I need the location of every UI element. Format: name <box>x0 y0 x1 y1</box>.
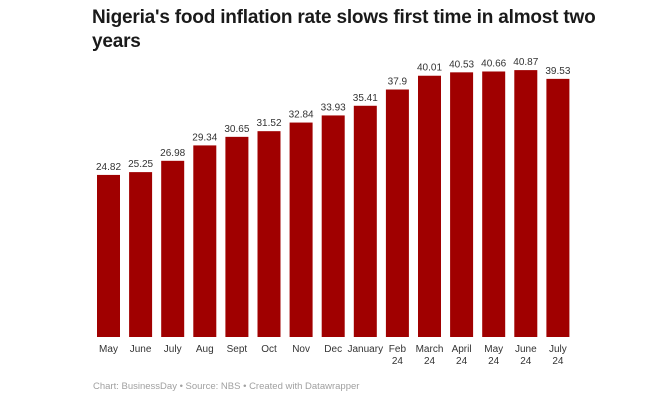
data-label: 40.01 <box>417 63 442 74</box>
data-label: 24.82 <box>96 162 121 173</box>
bar <box>161 160 185 337</box>
data-label: 40.66 <box>481 58 506 69</box>
data-label: 33.93 <box>321 102 346 113</box>
bar <box>353 105 377 337</box>
data-label: 25.25 <box>128 159 153 170</box>
bar <box>257 131 281 337</box>
x-tick-label: January <box>348 344 384 355</box>
bar <box>546 78 570 337</box>
data-label: 37.9 <box>388 77 408 88</box>
bar <box>289 122 313 337</box>
bar <box>418 75 441 337</box>
chart-title: Nigeria's food inflation rate slows firs… <box>92 7 596 52</box>
data-label: 35.41 <box>353 93 378 104</box>
data-label: 26.98 <box>160 148 185 159</box>
bar <box>482 71 506 337</box>
x-tick-label: Nov <box>292 344 310 355</box>
data-label: 30.65 <box>224 124 249 135</box>
x-tick-label: June 24 <box>515 344 537 367</box>
bar <box>385 89 409 337</box>
data-label: 31.52 <box>256 118 281 129</box>
x-tick-label: May <box>99 344 118 355</box>
bar <box>193 145 217 337</box>
x-tick-label: March 24 <box>416 344 444 367</box>
data-label: 32.84 <box>289 110 314 121</box>
bar <box>321 115 345 337</box>
bar <box>97 174 120 337</box>
x-tick-label: Oct <box>261 344 277 355</box>
chart-footer: Chart: BusinessDay • Source: NBS • Creat… <box>93 381 360 392</box>
x-tick-label: May 24 <box>484 344 503 367</box>
x-tick-label: Feb 24 <box>389 344 407 367</box>
data-label: 40.53 <box>449 59 474 70</box>
data-label: 39.53 <box>545 66 570 77</box>
data-label: 29.34 <box>192 132 217 143</box>
x-tick-label: July <box>164 344 182 355</box>
x-tick-label: April 24 <box>452 344 472 367</box>
x-tick-label: July 24 <box>549 344 567 367</box>
bar <box>450 72 474 337</box>
data-label: 40.87 <box>513 57 538 68</box>
x-tick-label: Dec <box>324 344 342 355</box>
bar <box>225 136 249 337</box>
bar <box>129 172 153 337</box>
x-tick-label: Aug <box>196 344 214 355</box>
bar <box>514 70 538 337</box>
x-tick-label: Sept <box>227 344 248 355</box>
x-tick-label: June <box>130 344 152 355</box>
